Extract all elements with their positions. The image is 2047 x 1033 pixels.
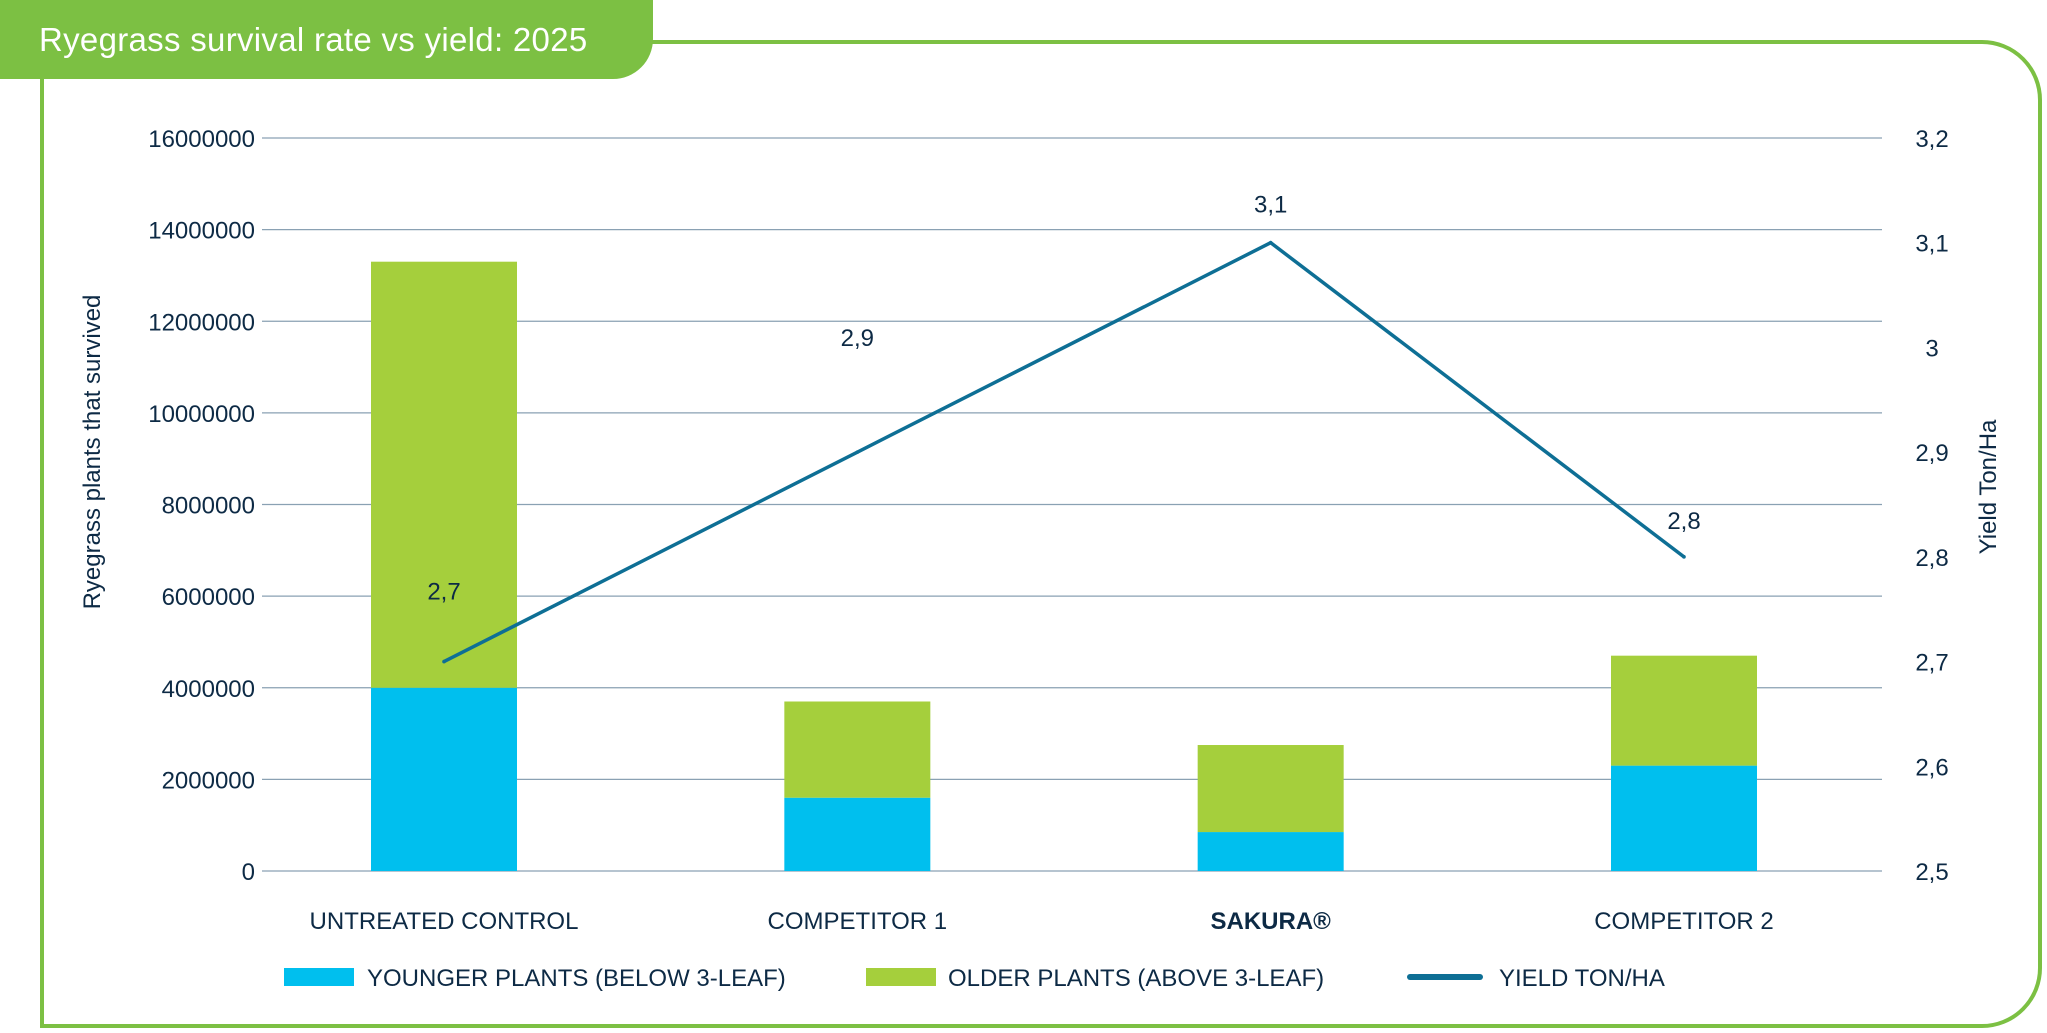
y2-tick-label: 2,6 [1915,754,1948,781]
bar-older-plants [1611,655,1757,766]
bar-older-plants [784,701,931,798]
bar-younger-plants [371,687,517,871]
bar-younger-plants [1197,832,1344,871]
yield-point [855,450,860,454]
x-tick-label: COMPETITOR 2 [1594,908,1774,935]
chart-title: Ryegrass survival rate vs yield: 2025 [39,20,588,58]
y-tick-label: 6000000 [162,584,255,611]
y2-tick-label: 2,7 [1915,650,1948,677]
legend-label-yield: YIELD TON/HA [1499,965,1665,992]
bar-younger-plants [1611,765,1757,871]
y-tick-label: 16000000 [148,126,255,153]
x-tick-label: COMPETITOR 1 [768,908,948,935]
y2-tick-label: 3,2 [1915,126,1948,153]
title-tab: Ryegrass survival rate vs yield: 2025 [0,0,653,79]
y2-tick-label: 3,1 [1915,231,1948,258]
y2-tick-label: 2,5 [1915,859,1948,886]
y-tick-label: 14000000 [148,218,255,245]
legend-label-younger-plants: YOUNGER PLANTS (BELOW 3-LEAF) [367,965,786,992]
legend-swatch-younger-plants [284,968,354,986]
yield-line [443,240,1686,664]
y-axis-title: Ryegrass plants that survived [79,295,106,610]
bar-older-plants [1197,745,1344,833]
legend-label-older-plants: OLDER PLANTS (ABOVE 3-LEAF) [948,965,1324,992]
y-tick-label: 10000000 [148,401,255,428]
y-tick-label: 2000000 [162,767,255,794]
y2-tick-label: 2,9 [1915,440,1948,467]
yield-data-label: 2,7 [427,579,460,606]
chart-frame [40,40,2042,1028]
yield-point [1682,555,1686,559]
y-tick-label: 12000000 [148,309,255,336]
x-tick-label: SAKURA® [1210,908,1331,935]
yield-data-label: 2,8 [1667,508,1700,535]
yield-point [442,659,446,664]
x-tick-label: UNTREATED CONTROL [310,908,579,935]
y-tick-label: 4000000 [162,676,255,703]
y-tick-label: 8000000 [162,493,255,520]
bar-older-plants [371,261,517,688]
bar-younger-plants [784,797,931,871]
yield-data-label: 3,1 [1254,192,1287,219]
y2-tick-label: 3 [1925,335,1938,362]
yield-data-label: 2,9 [841,325,874,352]
y-tick-label: 0 [242,859,255,886]
y2-axis-title: Yield Ton/Ha [1975,419,2002,554]
yield-point [1268,240,1273,245]
y2-tick-label: 2,8 [1915,545,1948,572]
legend-swatch-older-plants [866,968,936,986]
